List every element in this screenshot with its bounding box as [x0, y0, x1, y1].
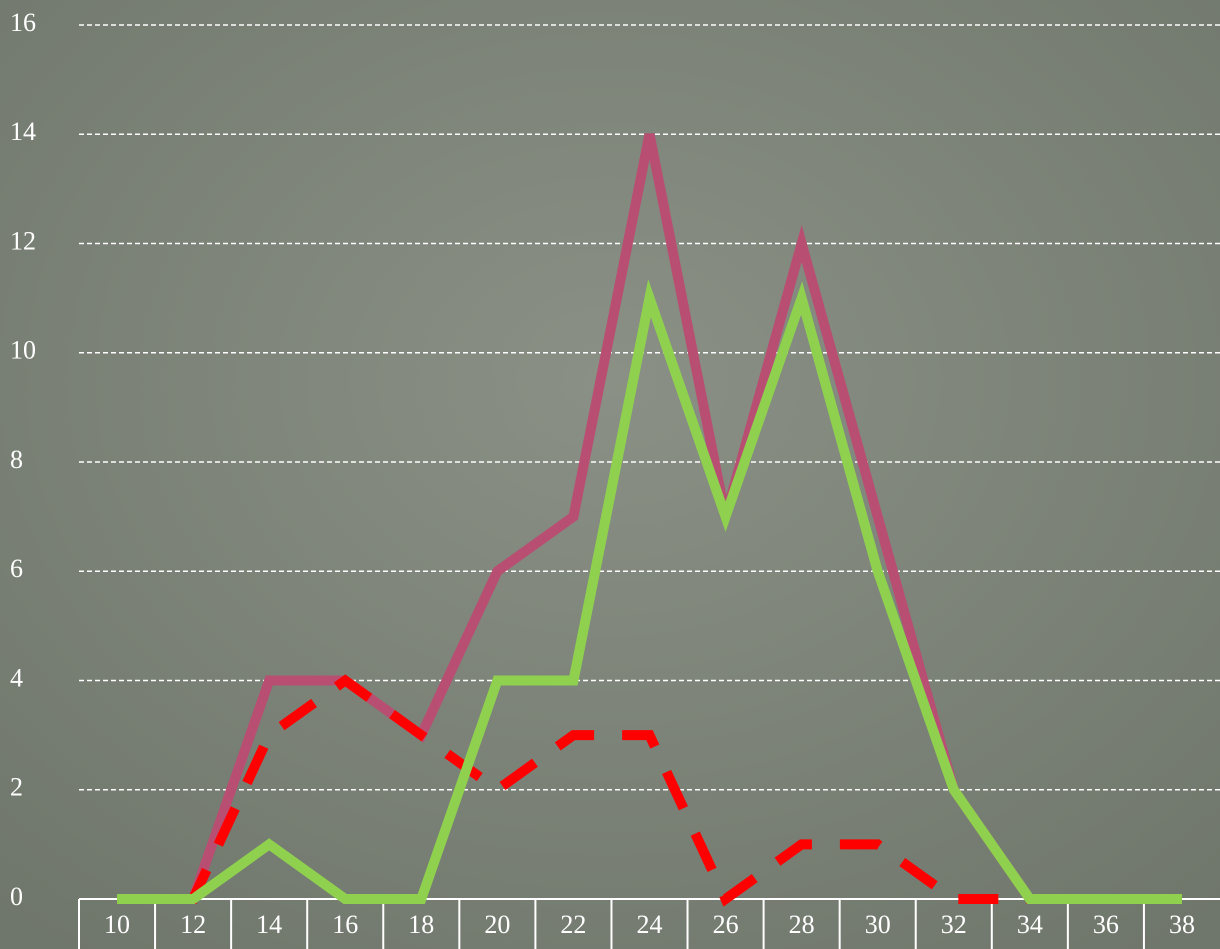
- x-tick-label: 28: [789, 910, 815, 939]
- series-line: [117, 674, 1182, 907]
- x-tick-label: 20: [484, 910, 510, 939]
- x-tick-label: 10: [104, 910, 130, 939]
- y-tick-label: 0: [10, 882, 23, 911]
- x-tick-label: 34: [1017, 910, 1043, 939]
- x-tick-label: 12: [180, 910, 206, 939]
- x-tick-label: 30: [865, 910, 891, 939]
- y-tick-label: 6: [10, 554, 23, 583]
- y-tick-label: 16: [10, 8, 36, 37]
- x-tick-label: 26: [713, 910, 739, 939]
- x-tick-label: 18: [408, 910, 434, 939]
- y-tick-label: 4: [10, 663, 23, 692]
- y-tick-label: 10: [10, 336, 36, 365]
- y-tick-label: 2: [10, 773, 23, 802]
- y-tick-label: 12: [10, 226, 36, 255]
- x-tick-label: 16: [332, 910, 358, 939]
- y-tick-label: 8: [10, 445, 23, 474]
- x-tick-label: 22: [560, 910, 586, 939]
- x-tick-label: 38: [1169, 910, 1195, 939]
- series-line: [117, 279, 1182, 904]
- y-tick-label: 14: [10, 117, 36, 146]
- x-tick-label: 32: [941, 910, 967, 939]
- x-tick-label: 14: [256, 910, 282, 939]
- x-tick-label: 24: [637, 910, 663, 939]
- x-tick-label: 36: [1093, 910, 1119, 939]
